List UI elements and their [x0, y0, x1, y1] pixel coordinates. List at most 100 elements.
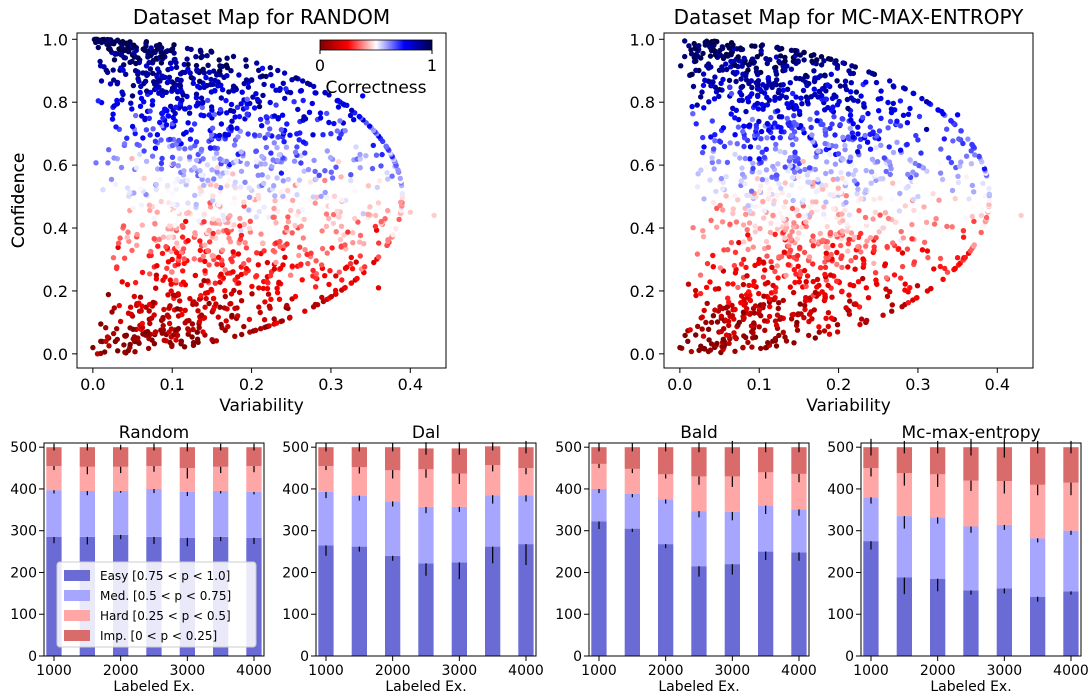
- scatter-point: [175, 291, 181, 297]
- bar-segment: [46, 447, 62, 466]
- scatter-point: [248, 77, 255, 83]
- scatter-point: [761, 293, 767, 299]
- scatter-point: [119, 279, 125, 285]
- scatter-point: [845, 248, 851, 254]
- scatter-point: [256, 103, 263, 110]
- scatter-point: [752, 334, 759, 340]
- scatter-point: [106, 46, 112, 52]
- scatter-point: [700, 82, 707, 89]
- bar-segment: [385, 501, 401, 556]
- bar-segment: [691, 566, 707, 656]
- scatter-point: [185, 237, 191, 244]
- scatter-point: [217, 68, 223, 74]
- scatter-point: [831, 206, 837, 212]
- scatter-point: [300, 235, 306, 241]
- scatter-point: [270, 214, 276, 220]
- scatter-point: [246, 185, 253, 191]
- scatter-point: [290, 203, 297, 209]
- scatter-point: [339, 197, 345, 203]
- scatter-point: [205, 62, 211, 68]
- scatter-point: [784, 86, 791, 93]
- scatter-point: [944, 126, 950, 132]
- scatter-point: [882, 261, 889, 267]
- scatter-point: [211, 145, 218, 151]
- scatter-point: [234, 104, 241, 111]
- scatter-point: [118, 51, 125, 58]
- scatter-point: [193, 157, 200, 164]
- scatter-point: [333, 229, 339, 235]
- y-tick-label: 0: [300, 649, 309, 665]
- scatter-point: [793, 75, 799, 82]
- scatter-point: [175, 208, 181, 214]
- scatter-point: [811, 86, 817, 92]
- scatter-point: [761, 215, 767, 221]
- scatter-point: [104, 334, 111, 340]
- scatter-point: [796, 279, 802, 285]
- scatter-point: [697, 272, 704, 278]
- scatter-point: [281, 70, 288, 76]
- scatter-point: [857, 321, 863, 328]
- scatter-point: [244, 96, 250, 103]
- scatter-point: [276, 296, 283, 302]
- scatter-point: [748, 188, 755, 194]
- scatter-point: [756, 203, 763, 209]
- scatter-point: [887, 78, 893, 84]
- scatter-point: [103, 325, 109, 331]
- scatter-point: [168, 288, 174, 294]
- scatter-point: [161, 306, 167, 313]
- scatter-point: [736, 239, 742, 246]
- scatter-point: [352, 188, 358, 194]
- chart-title: Random: [119, 423, 189, 443]
- scatter-point: [163, 89, 169, 96]
- scatter-point: [889, 196, 895, 202]
- scatter-point: [822, 140, 828, 147]
- scatter-point: [701, 144, 707, 150]
- bar-segment: [246, 466, 262, 492]
- scatter-point: [200, 199, 207, 205]
- scatter-point: [821, 328, 828, 334]
- scatter-point: [863, 285, 869, 291]
- scatter-point: [199, 53, 205, 59]
- scatter-point: [811, 68, 817, 74]
- y-tick-label: 0: [28, 649, 37, 665]
- scatter-point: [809, 132, 815, 138]
- scatter-point: [981, 223, 987, 229]
- scatter-point: [201, 219, 207, 225]
- scatter-point: [197, 238, 203, 244]
- scatter-point: [708, 319, 715, 326]
- scatter-point: [184, 45, 191, 52]
- scatter-point: [772, 295, 778, 301]
- scatter-point: [206, 112, 212, 118]
- scatter-point: [793, 103, 799, 109]
- scatter-point: [253, 273, 260, 279]
- scatter-point: [850, 70, 857, 77]
- scatter-point: [300, 139, 307, 145]
- y-tick-label: 400: [555, 482, 582, 498]
- scatter-point: [120, 223, 127, 229]
- scatter-point: [801, 249, 808, 256]
- scatter-point: [702, 77, 708, 84]
- scatter-point: [738, 293, 745, 299]
- scatter-point: [867, 235, 874, 241]
- scatter-point: [739, 97, 745, 104]
- scatter-point: [714, 319, 721, 325]
- scatter-point: [947, 200, 953, 206]
- scatter-point: [801, 57, 807, 63]
- scatter-point: [801, 315, 807, 321]
- scatter-point: [836, 98, 842, 105]
- scatter-point: [690, 83, 697, 90]
- scatter-point: [872, 270, 879, 276]
- scatter-point: [884, 243, 890, 250]
- scatter-point: [849, 162, 855, 168]
- scatter-point: [905, 183, 911, 190]
- scatter-point: [141, 175, 147, 181]
- scatter-point: [764, 94, 770, 101]
- scatter-point: [824, 159, 830, 165]
- scatter-point: [393, 226, 399, 232]
- scatter-point: [693, 67, 699, 74]
- scatter-point: [192, 230, 198, 236]
- scatter-point: [772, 335, 779, 342]
- scatter-point: [281, 139, 287, 145]
- scatter-point: [981, 166, 988, 172]
- scatter-point: [283, 224, 290, 231]
